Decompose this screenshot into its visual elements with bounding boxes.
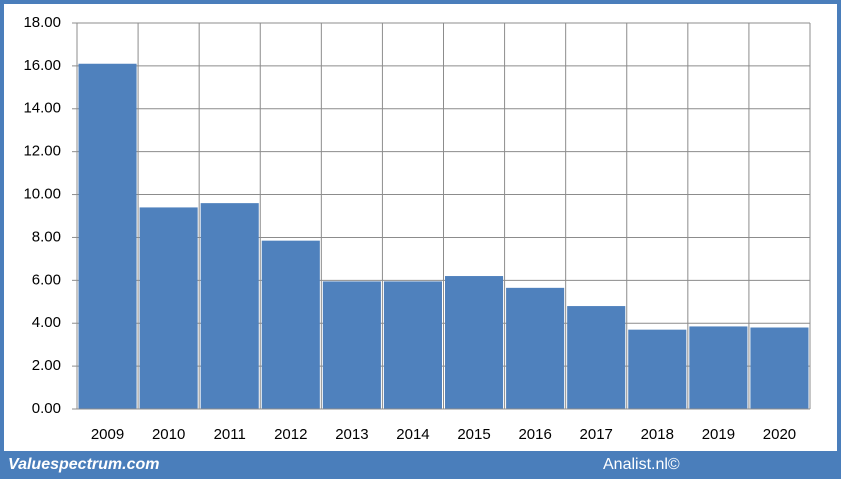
footer-right: Analist.nl©	[603, 456, 680, 473]
bar	[383, 281, 442, 409]
y-tick-label: 18.00	[23, 14, 61, 31]
footer-left: Valuespectrum.com	[8, 456, 159, 473]
bar	[567, 306, 626, 409]
x-tick-label: 2018	[641, 426, 674, 443]
y-tick-label: 12.00	[23, 143, 61, 160]
bar	[261, 240, 320, 409]
bar	[506, 287, 565, 409]
x-tick-label: 2014	[396, 426, 429, 443]
y-tick-label: 10.00	[23, 186, 61, 203]
bar	[445, 276, 504, 409]
bar	[689, 326, 748, 409]
y-tick-label: 2.00	[32, 357, 61, 374]
y-tick-label: 4.00	[32, 314, 61, 331]
x-tick-label: 2013	[335, 426, 368, 443]
bar	[200, 203, 259, 409]
y-tick-label: 16.00	[23, 57, 61, 74]
x-tick-label: 2009	[91, 426, 124, 443]
y-tick-label: 6.00	[32, 271, 61, 288]
y-tick-label: 0.00	[32, 400, 61, 417]
x-tick-label: 2010	[152, 426, 185, 443]
x-tick-label: 2012	[274, 426, 307, 443]
bar	[78, 63, 137, 409]
x-tick-label: 2017	[580, 426, 613, 443]
bar	[139, 207, 198, 409]
x-tick-label: 2015	[457, 426, 490, 443]
y-tick-label: 8.00	[32, 228, 61, 245]
bar	[322, 281, 381, 409]
x-tick-label: 2019	[702, 426, 735, 443]
bar	[628, 329, 687, 409]
x-tick-label: 2016	[518, 426, 551, 443]
x-tick-label: 2020	[763, 426, 796, 443]
x-tick-label: 2011	[214, 426, 246, 443]
bar	[750, 327, 809, 409]
y-tick-label: 14.00	[23, 100, 61, 117]
